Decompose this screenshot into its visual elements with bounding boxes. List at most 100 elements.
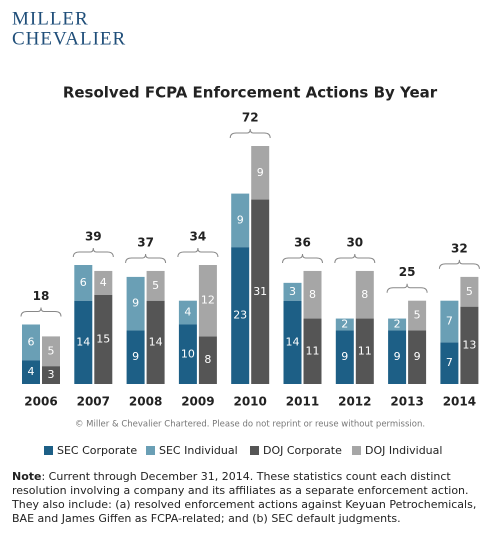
bar-segment	[178, 300, 197, 325]
legend-swatch	[146, 446, 155, 455]
logo-line: CHEVALIER	[12, 28, 126, 49]
bar-segment	[251, 146, 270, 200]
x-tick-label: 2014	[443, 395, 476, 409]
x-tick-label: 2007	[77, 395, 110, 409]
bar-segment	[251, 199, 270, 384]
value-label: 12	[201, 294, 215, 307]
value-label: 14	[76, 335, 90, 348]
brace	[438, 259, 480, 269]
brace	[125, 253, 167, 263]
value-label: 7	[446, 315, 453, 328]
bar-segment	[178, 324, 197, 384]
total-label: 30	[346, 235, 363, 249]
copyright: © Miller & Chevalier Chartered. Please d…	[75, 420, 425, 430]
bar-segment	[388, 330, 407, 384]
bar-segment	[355, 270, 374, 319]
total-label: 36	[294, 235, 311, 249]
bar-segment	[283, 300, 302, 384]
brace	[334, 253, 376, 263]
value-label: 14	[286, 335, 300, 348]
bar-segment	[198, 265, 217, 337]
bar-segment	[335, 318, 354, 331]
total-label: 39	[85, 230, 102, 244]
x-tick-label: 2009	[181, 395, 214, 409]
bar-segment	[74, 300, 93, 384]
bar-segment	[335, 330, 354, 384]
total-label: 34	[190, 230, 207, 244]
total-label: 32	[451, 241, 468, 255]
brace	[72, 247, 114, 258]
brace	[282, 253, 323, 263]
legend-label: DOJ Individual	[365, 444, 442, 457]
bar-segment	[198, 336, 217, 384]
chart-title: Resolved FCPA Enforcement Actions By Yea…	[63, 84, 438, 102]
bar-segment	[42, 336, 60, 367]
bar-segment	[355, 318, 374, 384]
total-label: 25	[399, 265, 416, 279]
legend-label: SEC Individual	[159, 444, 238, 457]
brace	[177, 247, 219, 258]
legend-label: DOJ Corporate	[263, 444, 342, 457]
value-label: 7	[446, 356, 453, 369]
x-tick-label: 2010	[233, 395, 266, 409]
value-label: 5	[152, 279, 159, 292]
value-label: 14	[149, 335, 163, 348]
value-label: 3	[48, 368, 55, 381]
value-label: 9	[414, 350, 421, 363]
bar-segment	[408, 330, 427, 384]
legend-label: SEC Corporate	[57, 444, 137, 457]
bar-segment	[440, 300, 459, 343]
value-label: 13	[462, 338, 476, 351]
value-label: 4	[184, 306, 191, 319]
bar-segment	[126, 276, 145, 331]
note-label: Note	[12, 470, 42, 483]
brace	[229, 128, 271, 139]
bar-segment	[74, 265, 93, 301]
logo-line: MILLER	[12, 8, 89, 29]
value-label: 9	[341, 350, 348, 363]
x-tick-label: 2011	[286, 395, 319, 409]
bar-segment	[460, 276, 479, 307]
value-label: 6	[80, 276, 87, 289]
bar-segment	[303, 318, 322, 384]
total-label: 37	[137, 235, 154, 249]
value-label: 15	[96, 332, 110, 345]
value-label: 5	[414, 309, 421, 322]
value-label: 3	[289, 285, 296, 298]
bar-segment	[408, 300, 427, 331]
value-label: 9	[237, 213, 244, 226]
brace	[20, 307, 62, 317]
value-label: 8	[204, 353, 211, 366]
bar-segment	[303, 270, 322, 319]
bar-segment	[94, 270, 113, 295]
x-tick-label: 2006	[24, 395, 57, 409]
bar-segment	[146, 300, 165, 384]
total-label: 18	[33, 289, 50, 303]
bar-segment	[22, 324, 40, 361]
value-label: 6	[28, 335, 35, 348]
total-label: 72	[242, 111, 259, 125]
x-tick-label: 2013	[390, 395, 423, 409]
value-label: 9	[257, 166, 264, 179]
note: Note: Current through December 31, 2014.…	[12, 470, 490, 526]
value-label: 2	[394, 318, 401, 331]
bar-segment	[388, 318, 407, 331]
bar-segment	[231, 193, 250, 248]
bar-segment	[22, 360, 40, 384]
bar-segment	[283, 282, 302, 301]
bar-segment	[94, 294, 113, 384]
value-label: 4	[28, 365, 35, 378]
x-tick-label: 2012	[338, 395, 371, 409]
legend-swatch	[44, 446, 53, 455]
value-label: 8	[309, 288, 316, 301]
value-label: 2	[341, 318, 348, 331]
value-label: 23	[233, 309, 247, 322]
note-text: : Current through December 31, 2014. The…	[12, 470, 477, 525]
value-label: 11	[358, 344, 372, 357]
bar-segment	[231, 247, 250, 384]
value-label: 4	[100, 276, 107, 289]
value-label: 10	[181, 347, 195, 360]
legend-swatch	[352, 446, 361, 455]
